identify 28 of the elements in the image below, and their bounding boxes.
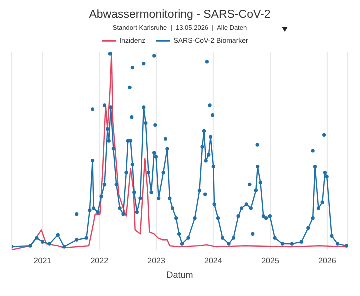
x-tick-label: 2025 [262,256,280,266]
point [128,86,132,90]
point [256,143,260,147]
point [142,62,146,66]
x-tick-label: 2021 [34,256,52,266]
x-tick-label: 2024 [204,256,223,266]
point [204,192,208,196]
point [251,232,255,236]
point [205,60,210,64]
x-tick-label: 2023 [148,256,166,266]
point [154,123,158,128]
point [322,133,326,137]
point [248,182,252,186]
point [211,114,215,118]
point [311,149,315,153]
point [208,104,212,108]
point [152,54,156,58]
point [164,137,168,141]
x-tick-label: 2022 [90,256,110,266]
point [75,212,79,216]
point [90,108,95,112]
point [102,104,107,108]
x-axis-title: Datum [166,270,194,280]
chart-title: Abwassermonitoring - SARS-CoV-2 [88,8,272,22]
point [130,116,134,120]
point [130,66,134,70]
point [108,52,112,56]
x-tick-label: 2026 [318,256,337,266]
